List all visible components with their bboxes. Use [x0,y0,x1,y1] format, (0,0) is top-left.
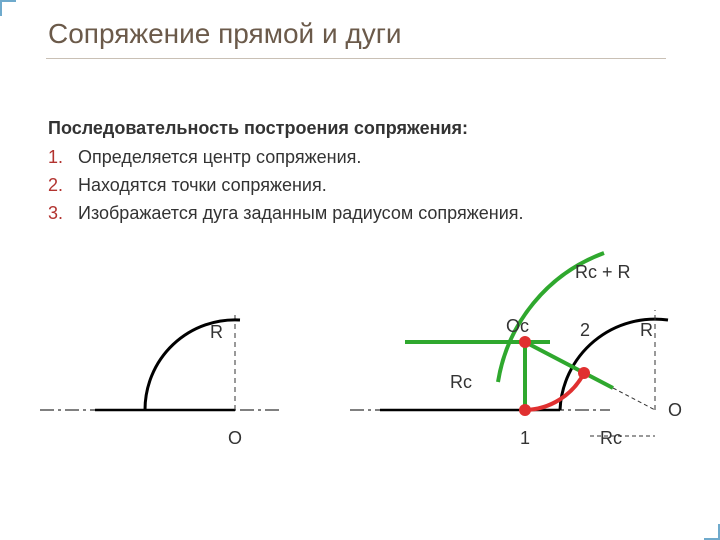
label-R: R [210,322,223,343]
label-Rc-left: Rc [450,372,472,393]
step-number: 2. [48,172,78,200]
step-number: 3. [48,200,78,228]
step-number: 1. [48,144,78,172]
step-text: Находятся точки сопряжения. [78,172,327,200]
diagram-right: Rc + R Ос 2 R Rc О 1 Rc [350,250,710,490]
label-1: 1 [520,428,530,449]
list-item: 2. Находятся точки сопряжения. [48,172,524,200]
list-item: 1. Определяется центр сопряжения. [48,144,524,172]
step-text: Определяется центр сопряжения. [78,144,361,172]
diagram-left-svg [40,270,340,470]
label-Oc: Ос [506,316,529,337]
list-item: 3. Изображается дуга заданным радиусом с… [48,200,524,228]
diagram-left: R О [40,270,340,470]
title-underline [46,58,666,59]
label-O-right: О [668,400,682,421]
label-R-right: R [640,320,653,341]
point-Oc [519,336,531,348]
label-2: 2 [580,320,590,341]
subtitle: Последовательность построения сопряжения… [48,118,468,139]
point-2 [578,367,590,379]
point-1 [519,404,531,416]
label-Rc-bottom: Rc [600,428,622,449]
label-RcPlusR: Rc + R [575,262,631,283]
steps-list: 1. Определяется центр сопряжения. 2. Нах… [48,144,524,228]
label-O: О [228,428,242,449]
page-title: Сопряжение прямой и дуги [48,18,402,50]
diagram-right-svg [350,250,710,490]
step-text: Изображается дуга заданным радиусом сопр… [78,200,524,228]
